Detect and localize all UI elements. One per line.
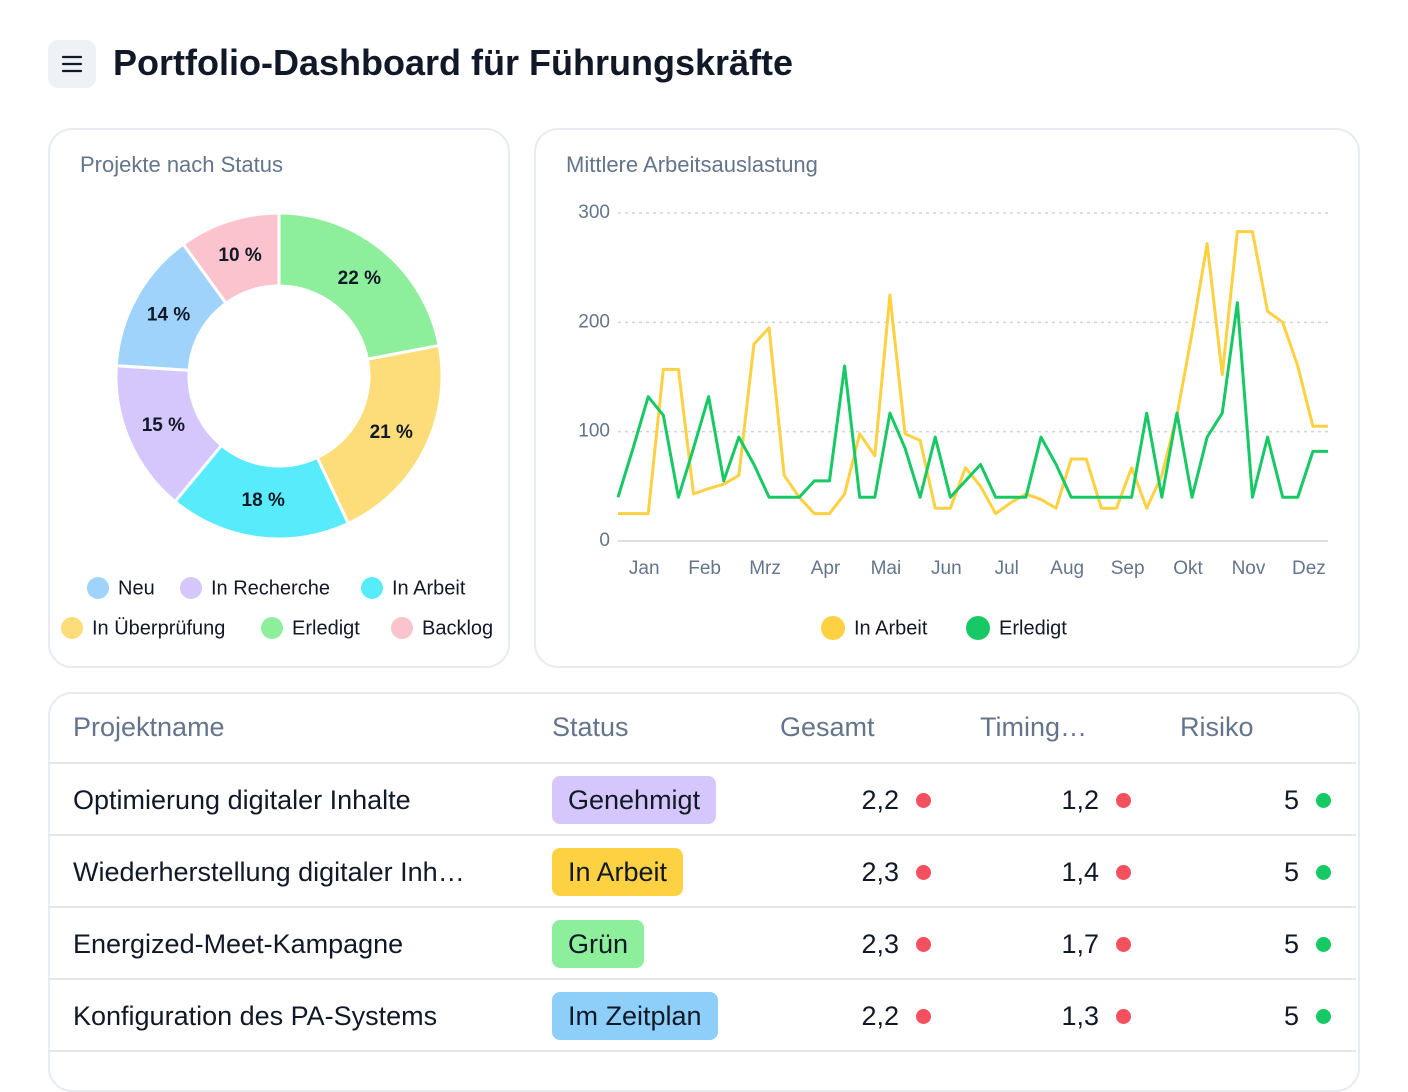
timing-indicator <box>1116 1009 1131 1024</box>
timing-indicator <box>1116 937 1131 952</box>
line-series <box>618 230 1328 516</box>
slice-label: 10 % <box>218 245 261 266</box>
timing-value: 1,4 <box>1061 857 1099 887</box>
x-tick-label: Jan <box>629 558 660 579</box>
pie-slice <box>315 343 444 526</box>
page-title: Portfolio-Dashboard für Führungskräfte <box>113 42 794 83</box>
timing-value: 1,3 <box>1061 1001 1099 1031</box>
charts: Projekte nach Status 14 % 15 % 18 % 21 % 22 %… <box>61 152 1328 640</box>
line-series <box>616 301 1328 499</box>
x-tick-label: Okt <box>1173 558 1203 579</box>
pie-slice <box>181 211 281 306</box>
x-tick-label: Aug <box>1050 558 1084 579</box>
legend-dot <box>261 617 283 639</box>
slice-label: 18 % <box>242 490 285 511</box>
x-tick-label: Dez <box>1292 558 1326 579</box>
gesamt-indicator <box>916 793 931 808</box>
slice-label: 22 % <box>338 268 381 289</box>
chart-title: Mittlere Arbeitsauslastung <box>566 152 818 177</box>
risiko-value: 5 <box>1283 1001 1299 1031</box>
line-card <box>534 128 1360 668</box>
risiko-value: 5 <box>1283 857 1299 887</box>
gesamt-indicator <box>916 937 931 952</box>
slice-label: 14 % <box>147 304 190 325</box>
x-tick-label: Nov <box>1232 558 1266 579</box>
legend-dot <box>821 616 845 640</box>
gesamt-value: 2,2 <box>861 1001 899 1031</box>
y-tick-label: 0 <box>599 530 610 551</box>
legend-label: In Überprüfung <box>92 617 225 639</box>
y-tick-label: 100 <box>578 421 610 442</box>
legend-label: Backlog <box>422 617 493 639</box>
legend-label: In Arbeit <box>392 577 466 599</box>
legend-label: Erledigt <box>999 617 1067 639</box>
column-header[interactable]: Gesamt <box>780 712 875 742</box>
status-pill: In Arbeit <box>552 848 684 896</box>
slice-label: 15 % <box>142 415 185 436</box>
x-tick-label: Mai <box>871 558 902 579</box>
legend-dot <box>361 577 383 599</box>
timing-value: 1,7 <box>1061 929 1099 959</box>
timing-value: 1,2 <box>1061 785 1099 815</box>
risiko-indicator <box>1316 937 1331 952</box>
project-name[interactable]: Optimierung digitaler Inhalte <box>73 785 411 815</box>
legend-dot <box>180 577 202 599</box>
legend-label: Erledigt <box>292 617 360 639</box>
status-pill: Im Zeitplan <box>552 992 718 1040</box>
timing-indicator <box>1116 865 1131 880</box>
y-tick-label: 300 <box>578 202 610 223</box>
y-tick-label: 200 <box>578 311 610 332</box>
legend-label: In Arbeit <box>854 617 928 639</box>
status-pill: Genehmigt <box>552 776 717 824</box>
column-header[interactable]: Timing… <box>980 712 1088 742</box>
status-pill: Grün <box>552 920 645 968</box>
pie-slice <box>172 443 351 541</box>
project-name[interactable]: Wiederherstellung digitaler Inh… <box>73 857 465 887</box>
page: Portfolio-Dashboard für Führungskräfte P… <box>48 40 1360 1092</box>
row-divider <box>50 978 1356 980</box>
row-divider <box>50 906 1356 908</box>
gesamt-indicator <box>916 865 931 880</box>
x-tick-label: Sep <box>1111 558 1145 579</box>
legend-dot <box>966 616 990 640</box>
row-divider <box>50 834 1356 836</box>
chart-title: Projekte nach Status <box>80 152 283 177</box>
risiko-indicator <box>1316 793 1331 808</box>
x-tick-label: Mrz <box>749 558 781 579</box>
risiko-value: 5 <box>1283 785 1299 815</box>
gesamt-value: 2,3 <box>861 929 899 959</box>
menu-button[interactable] <box>48 40 96 88</box>
gesamt-indicator <box>916 1009 931 1024</box>
row-divider <box>50 1050 1356 1052</box>
column-header[interactable]: Projektname <box>73 712 225 742</box>
column-header[interactable]: Status <box>552 712 629 742</box>
timing-indicator <box>1116 793 1131 808</box>
risiko-indicator <box>1316 865 1331 880</box>
project-name[interactable]: Konfiguration des PA-Systems <box>73 1001 438 1031</box>
legend-dot <box>87 577 109 599</box>
slice-label: 21 % <box>370 422 413 443</box>
gesamt-value: 2,2 <box>861 785 899 815</box>
legend-dot <box>61 617 83 639</box>
x-tick-label: Jun <box>931 558 962 579</box>
x-tick-label: Jul <box>995 558 1019 579</box>
header-divider <box>50 762 1356 764</box>
x-tick-label: Apr <box>811 558 841 579</box>
column-header[interactable]: Risiko <box>1180 712 1254 742</box>
project-name[interactable]: Energized-Meet-Kampagne <box>73 929 404 959</box>
legend-dot <box>391 617 413 639</box>
legend-label: Neu <box>118 577 155 599</box>
legend-label: In Recherche <box>211 577 330 599</box>
risiko-indicator <box>1316 1009 1331 1024</box>
x-tick-label: Feb <box>688 558 721 579</box>
gesamt-value: 2,3 <box>861 857 899 887</box>
risiko-value: 5 <box>1283 929 1299 959</box>
pie-slice <box>277 211 441 361</box>
menu-icon <box>61 55 83 73</box>
